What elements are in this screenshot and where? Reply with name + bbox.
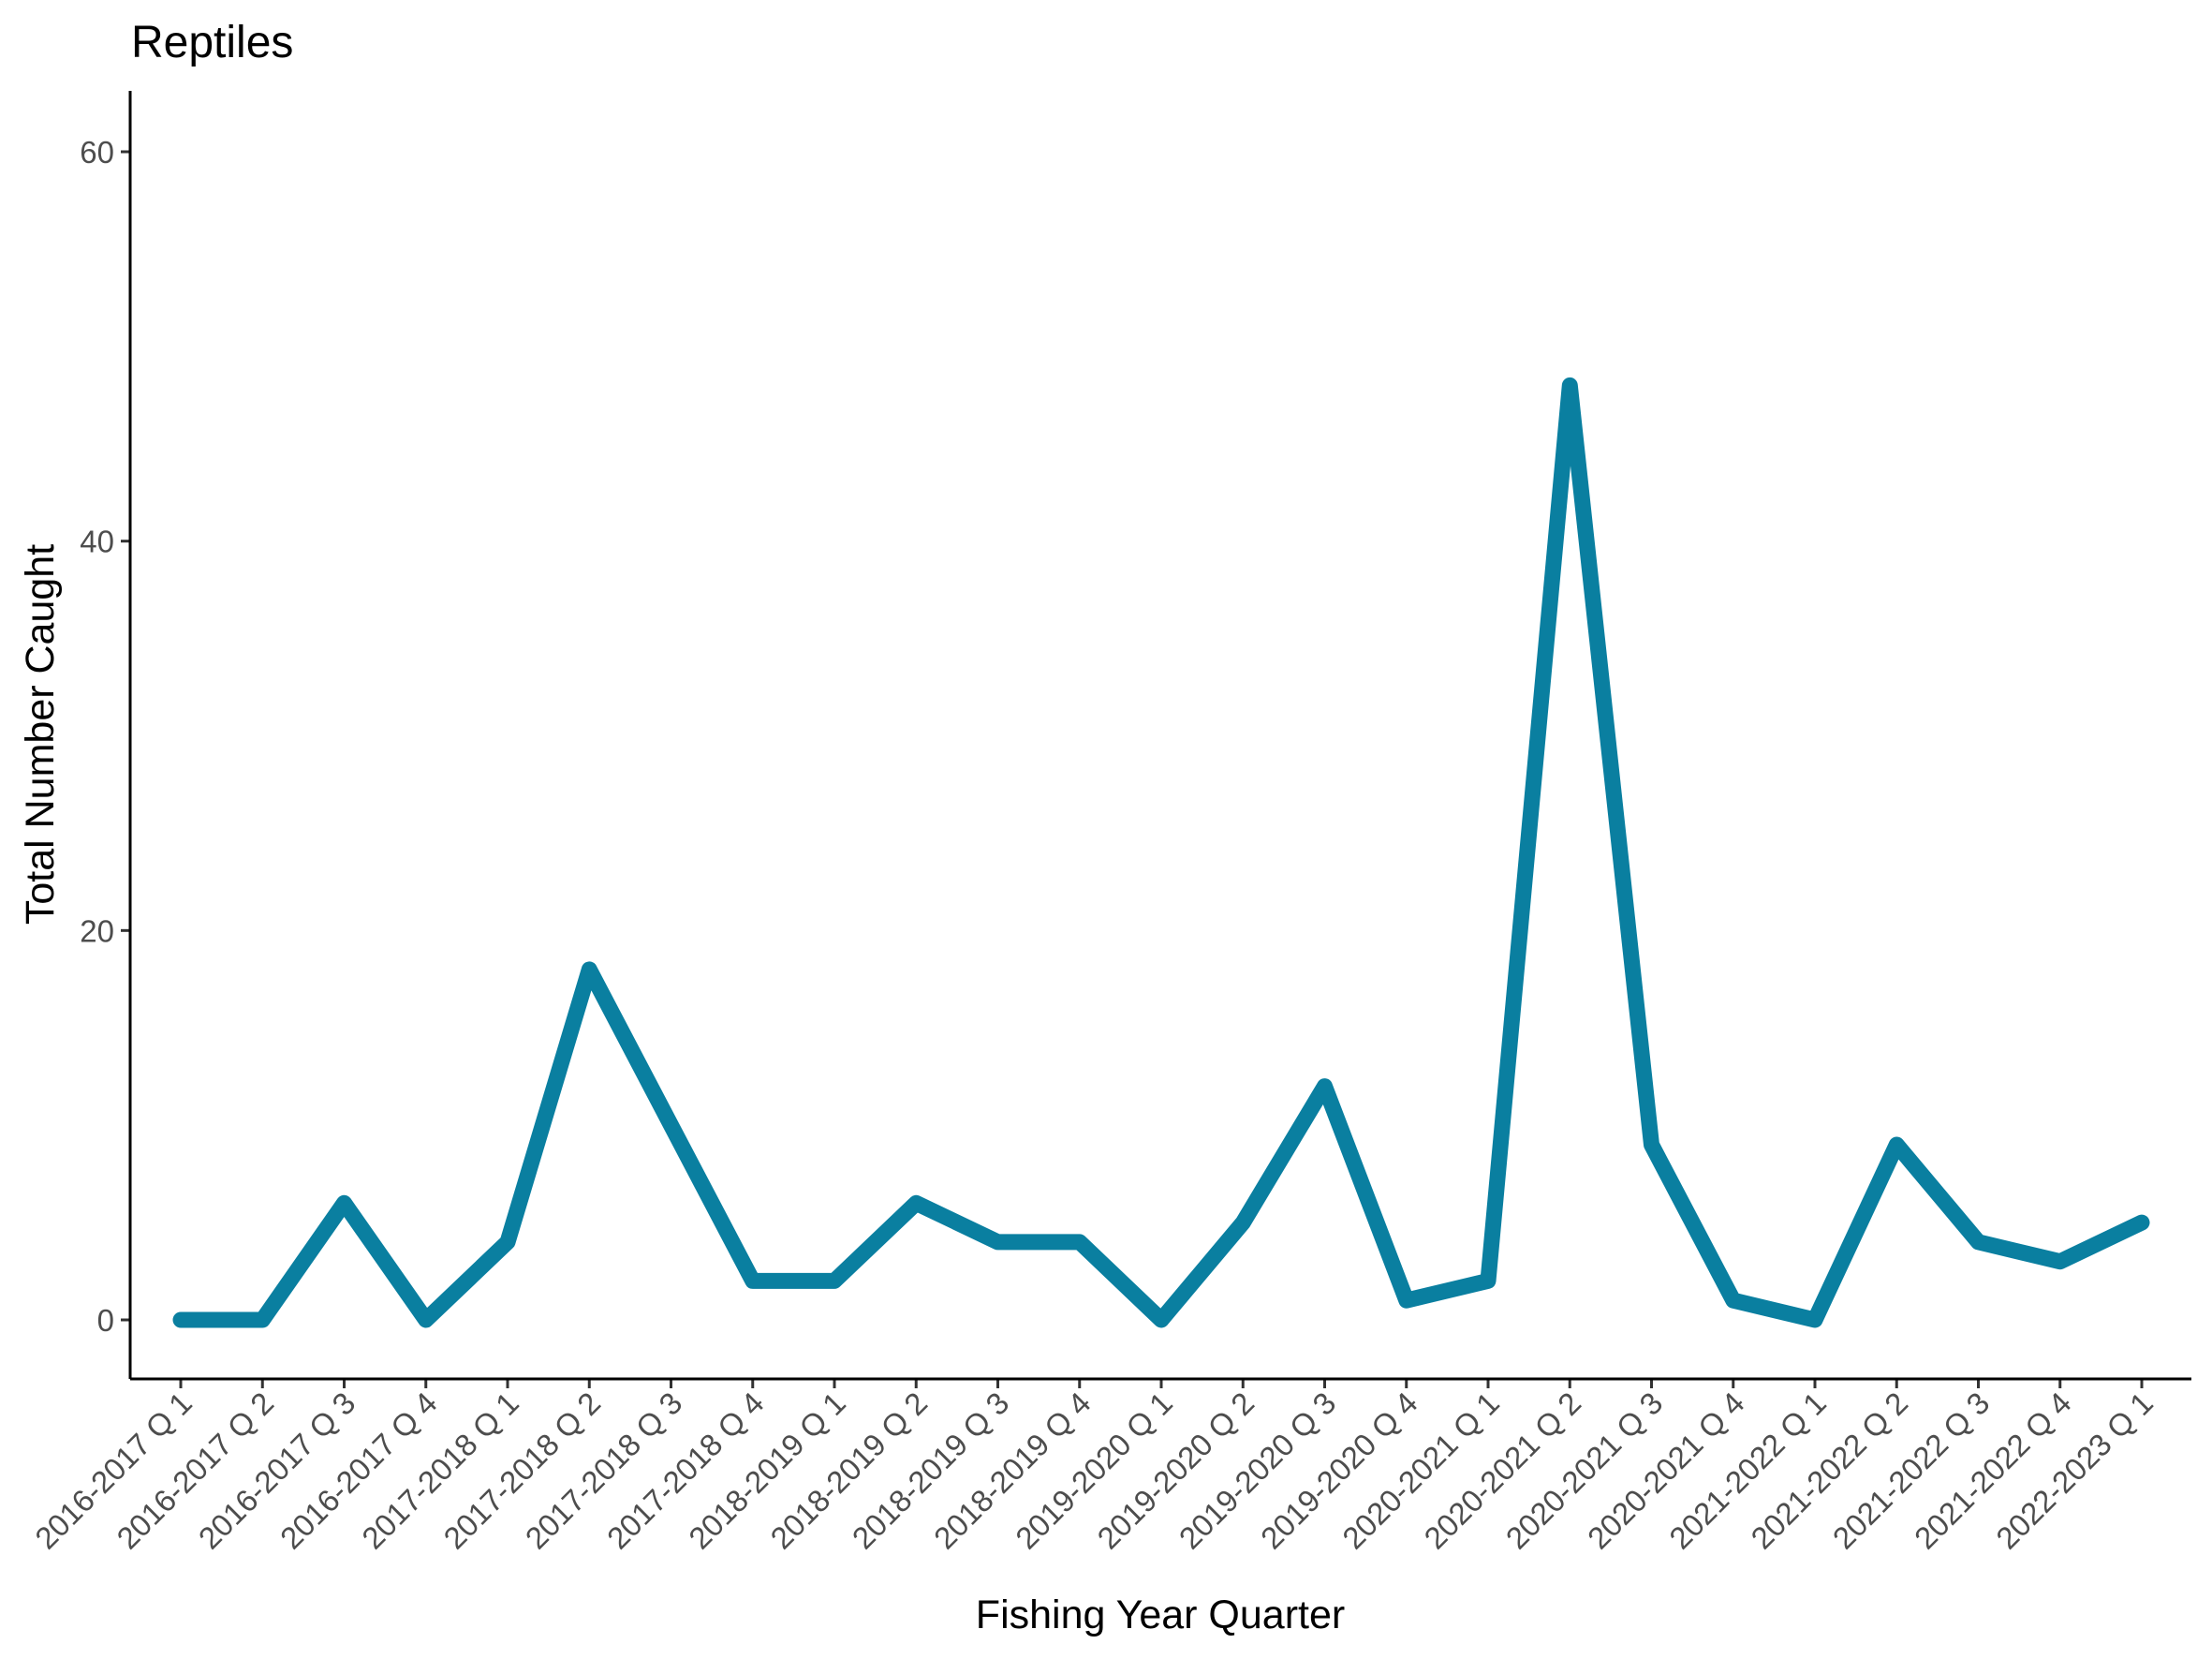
series-group — [172, 377, 2150, 1328]
y-tick-label: 0 — [97, 1303, 114, 1338]
chart-title: Reptiles — [131, 18, 293, 67]
y-axis-ticks: 0 20 40 60 — [80, 135, 130, 1338]
series-line — [172, 377, 2150, 1328]
y-axis-title: Total Number Caught — [18, 544, 63, 925]
y-tick-label: 40 — [80, 525, 114, 559]
x-axis-title: Fishing Year Quarter — [976, 1592, 1345, 1637]
y-tick-label: 20 — [80, 913, 114, 948]
y-tick-label: 60 — [80, 135, 114, 170]
